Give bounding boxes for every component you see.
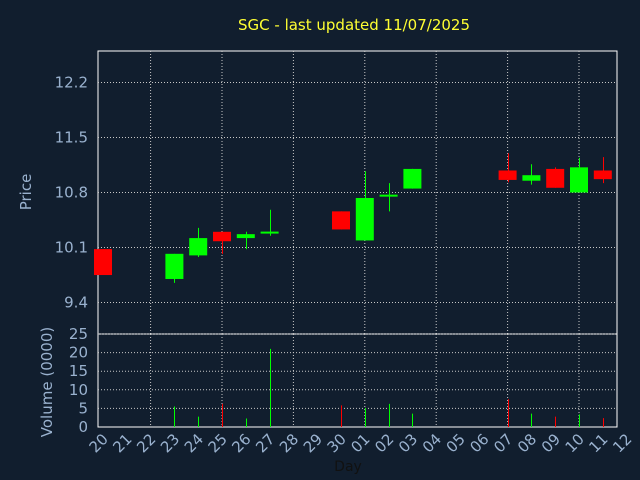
candle-body: [165, 253, 184, 279]
candle-body: [332, 211, 350, 230]
price-y-ticks: 12.2 11.5 10.8 10.1 9.4: [55, 73, 88, 311]
x-tick-label: 06: [466, 430, 492, 456]
x-tick-label: 03: [395, 430, 421, 456]
x-tick-label: 24: [181, 430, 207, 456]
candle-body: [522, 175, 541, 181]
candle-07: [498, 153, 517, 183]
x-axis-label: Day: [334, 459, 362, 475]
candle-23: [165, 253, 184, 283]
volume-tick-label: 15: [69, 362, 88, 380]
candle-body: [498, 170, 517, 180]
price-gridlines: [98, 51, 617, 334]
candle-body: [236, 234, 255, 239]
x-tick-label: 28: [276, 430, 302, 456]
volume-tick-label: 0: [78, 418, 88, 436]
x-tick-label: 08: [514, 430, 540, 456]
volume-plot-frame: [97, 333, 618, 428]
x-tick-label: 30: [324, 430, 350, 456]
candle-27: [260, 209, 279, 236]
x-tick-label: 25: [205, 430, 231, 456]
volume-bars: [174, 348, 604, 427]
candle-24: [189, 227, 208, 257]
price-tick-label: 10.1: [55, 239, 88, 257]
price-tick-label: 11.5: [55, 128, 88, 146]
x-tick-label: 12: [609, 430, 635, 456]
price-tick-label: 9.4: [64, 294, 88, 312]
x-tick-label: 09: [538, 430, 564, 456]
x-tick-label: 05: [443, 430, 469, 456]
price-tick-label: 10.8: [55, 184, 88, 202]
candle-body: [570, 167, 588, 193]
volume-tick-label: 20: [69, 344, 88, 362]
x-tick-label: 04: [419, 430, 445, 456]
candle-03: [403, 168, 422, 189]
candle-20: [94, 249, 112, 276]
x-tick-label: 21: [109, 430, 135, 456]
candle-26: [236, 231, 255, 250]
candle-30: [332, 211, 350, 230]
x-tick-label: 29: [300, 430, 326, 456]
candle-body: [403, 168, 422, 189]
x-tick-label: 01: [347, 430, 373, 456]
x-tick-label: 20: [86, 430, 112, 456]
price-tick-label: 12.2: [55, 73, 88, 91]
chart-title: SGC - last updated 11/07/2025: [238, 16, 470, 34]
volume-tick-label: 10: [69, 381, 88, 399]
candle-body: [355, 198, 374, 241]
candle-body: [546, 168, 565, 188]
x-tick-label: 26: [228, 430, 254, 456]
candle-body: [379, 194, 398, 197]
volume-gridlines: [98, 333, 617, 427]
price-candles: [94, 153, 612, 283]
price-panel: 12.2 11.5 10.8 10.1 9.4 Price: [17, 50, 618, 335]
candle-body: [260, 231, 279, 234]
candle-body: [593, 170, 612, 180]
x-tick-label: 23: [157, 430, 183, 456]
candle-25: [213, 231, 231, 254]
x-tick-label: 10: [562, 430, 588, 456]
candle-body: [189, 238, 208, 256]
x-tick-label: 02: [371, 430, 397, 456]
price-axis-label: Price: [17, 174, 35, 211]
candle-02: [379, 183, 398, 212]
x-tick-label: 11: [585, 430, 611, 456]
volume-axis-label: Volume (0000): [38, 327, 56, 437]
x-tick-label: 22: [133, 430, 159, 456]
x-axis-ticks: 2021222324252627282930010203040506070809…: [86, 430, 636, 456]
candle-01: [355, 171, 374, 241]
x-tick-label: 07: [490, 430, 516, 456]
x-tick-label: 27: [252, 430, 278, 456]
volume-tick-label: 5: [78, 399, 88, 417]
candle-10: [570, 157, 588, 193]
candle-body: [213, 231, 231, 242]
candle-11: [593, 157, 612, 184]
volume-tick-label: 25: [69, 325, 88, 343]
candle-09: [546, 167, 565, 188]
candle-body: [94, 249, 112, 276]
candle-08: [522, 164, 541, 185]
